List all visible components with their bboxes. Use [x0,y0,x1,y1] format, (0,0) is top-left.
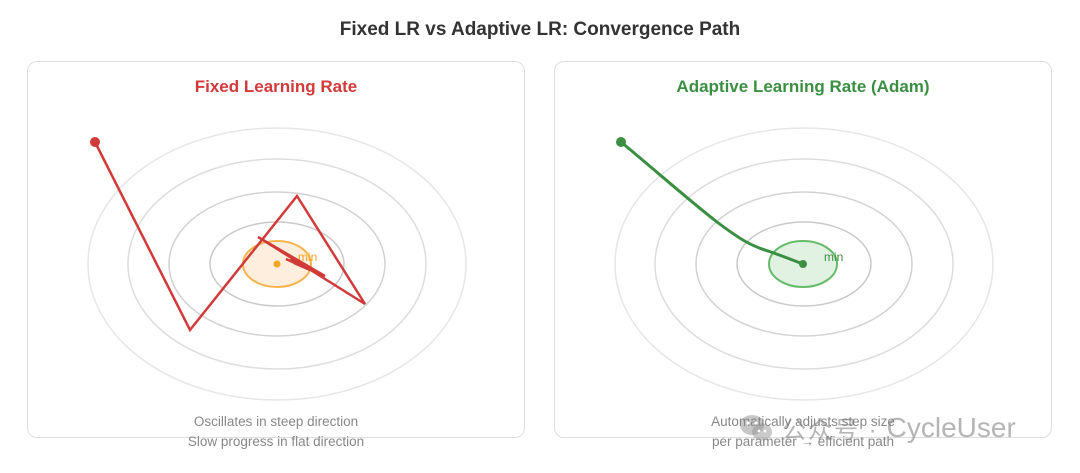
adaptive-lr-diagram: min [614,127,994,401]
main-title: Fixed LR vs Adaptive LR: Convergence Pat… [339,19,741,40]
end-point [799,260,807,268]
watermark-text: CycleUser [886,411,1016,443]
wechat-icon [740,414,772,440]
watermark: 公众号 · CycleUser [738,410,1016,445]
min-label: min [824,250,843,264]
contour-3 [654,158,954,370]
contour-1 [736,221,872,307]
watermark-prefix: 公众号 · [782,417,879,444]
contour-3 [127,158,427,370]
contour-2 [695,191,913,337]
contour-outer [87,127,467,401]
fixed-lr-title: Fixed Learning Rate [194,77,358,96]
start-point [90,137,100,147]
adaptive-lr-path [619,140,805,266]
min-point [273,260,281,268]
fixed-lr-diagram: min [87,127,467,401]
start-point [616,137,626,147]
contour-outer [614,127,994,401]
adaptive-lr-panel: min Adaptive Learning Rate (Adam) Automa… [554,61,1052,449]
fixed-caption-line2: Slow progress in flat direction [187,434,365,449]
min-label: min [298,250,317,264]
fixed-lr-path [93,141,367,333]
fixed-lr-panel: min Fixed Learning Rate Oscillates in st… [27,61,525,449]
contour-2 [168,191,386,337]
adaptive-lr-title: Adaptive Learning Rate (Adam) [676,77,930,96]
fixed-caption-line1: Oscillates in steep direction [193,414,359,429]
